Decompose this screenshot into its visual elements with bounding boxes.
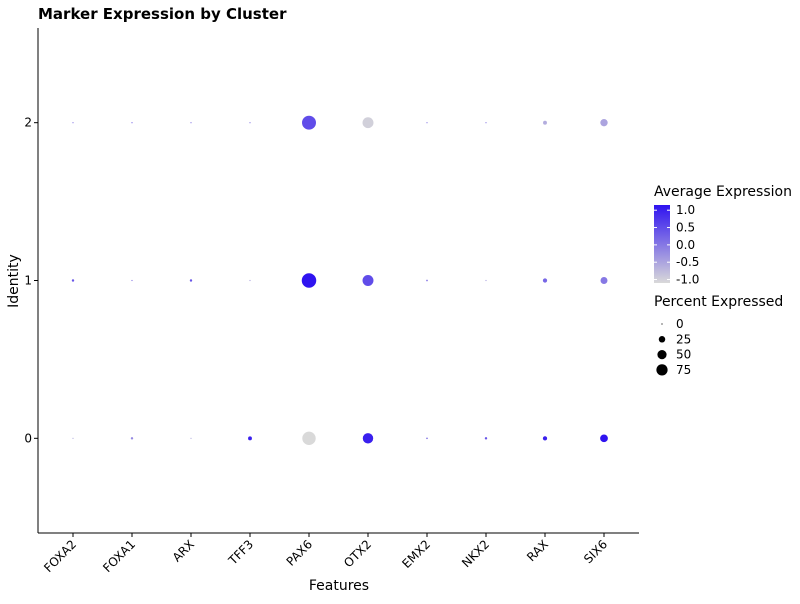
x-tick-label: NKX2 [459, 537, 492, 570]
x-axis-label: Features [309, 578, 369, 594]
dot-point [301, 273, 317, 288]
x-tick-label: FOXA2 [41, 537, 79, 575]
dot-point [362, 117, 374, 129]
size-legend-dot [657, 350, 667, 360]
size-legend-dot [656, 364, 668, 376]
x-tick-label: OTX2 [341, 537, 374, 570]
dot-point [249, 122, 251, 124]
x-tick-label: SIX6 [581, 537, 610, 566]
dot-point [426, 437, 428, 440]
dot-point [600, 434, 608, 443]
dot-point [542, 436, 548, 441]
dot-point [426, 122, 428, 124]
y-tick-label: 0 [24, 431, 32, 445]
dot-point [485, 279, 487, 282]
x-tick-label: EMX2 [399, 537, 433, 571]
dot-point [302, 115, 316, 130]
x-tick-label: FOXA1 [100, 537, 138, 575]
dot-point [189, 279, 193, 282]
x-tick-label: TFF3 [225, 537, 256, 568]
color-legend-tick-label: 1.0 [676, 203, 695, 217]
dot-point [130, 437, 134, 440]
size-legend-label: 75 [676, 363, 691, 377]
dot-point [542, 278, 548, 283]
y-tick-label: 2 [24, 116, 32, 130]
dot-point [600, 277, 608, 284]
dot-point [248, 436, 252, 441]
dot-point [485, 122, 487, 124]
size-legend-dot [661, 323, 663, 325]
x-tick-label: PAX6 [284, 537, 315, 568]
dot-point [600, 119, 608, 127]
color-legend-tick-label: -0.5 [676, 255, 699, 269]
dot-point [362, 275, 374, 286]
y-tick-label: 1 [24, 274, 32, 288]
dot-point [362, 433, 374, 444]
dot-point [72, 122, 74, 124]
x-tick-label: RAX [524, 537, 551, 564]
size-legend-title: Percent Expressed [654, 294, 783, 310]
size-legend-label: 50 [676, 348, 691, 362]
x-tick-label: ARX [170, 537, 197, 564]
dot-point [131, 122, 133, 124]
size-legend-label: 0 [676, 317, 684, 331]
dot-point [543, 120, 547, 125]
size-legend-label: 25 [676, 332, 691, 346]
size-legend-dot [658, 336, 666, 343]
dot-point [249, 279, 251, 282]
chart-title: Marker Expression by Cluster [38, 5, 287, 23]
color-legend: Average Expression 1.0 0.5 0.0 -0.5 -1.0 [654, 184, 792, 287]
dot-point [484, 437, 488, 440]
dot-point [71, 279, 75, 282]
dot-point [190, 437, 192, 439]
color-legend-title: Average Expression [654, 184, 792, 200]
plot-area: 0 1 2 FOXA2 FOXA1 ARX TFF3 PAX6 OTX2 EMX2 NKX2 RAX S… [24, 116, 610, 575]
dot-point [426, 279, 428, 282]
color-legend-tick-label: -1.0 [676, 273, 699, 287]
dot-point [190, 122, 192, 124]
dot-point [131, 279, 133, 282]
dot-point [302, 431, 316, 446]
y-axis-label: Identity [6, 254, 22, 308]
dot-point [72, 437, 74, 439]
color-legend-bar [654, 205, 670, 283]
color-legend-tick-label: 0.5 [676, 221, 695, 235]
color-legend-tick-label: 0.0 [676, 238, 695, 252]
